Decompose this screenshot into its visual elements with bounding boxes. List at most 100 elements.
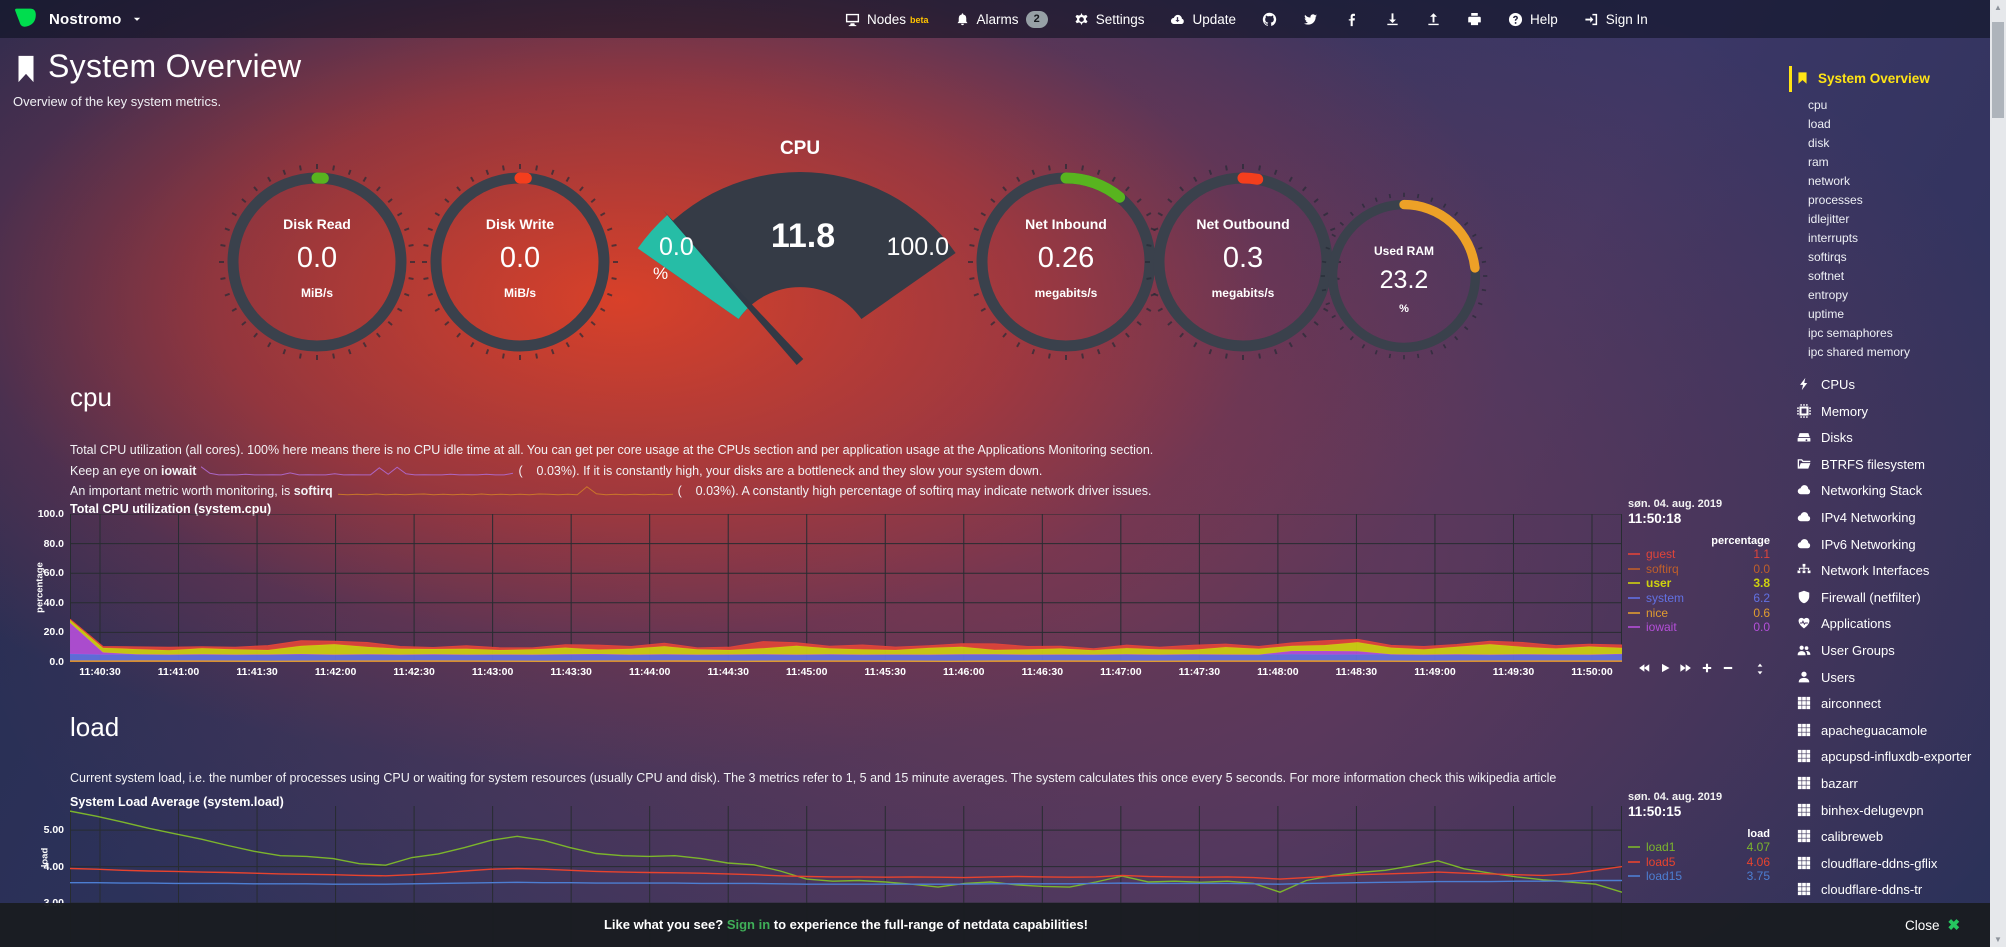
sidebar-sub-item-entropy[interactable]: entropy (1808, 288, 1849, 302)
sidebar-item-ipv4-networking[interactable]: IPv4 Networking (1797, 510, 1979, 525)
legend-value: 1.1 (1753, 547, 1770, 562)
gauge-disk-write[interactable]: Disk Write 0.0 MiB/s (420, 162, 620, 362)
sidebar-item-calibreweb[interactable]: calibreweb (1797, 829, 1979, 844)
sidebar-item-disks[interactable]: Disks (1797, 430, 1979, 445)
legend-dash (1628, 860, 1640, 863)
legend-item-load15[interactable]: load15 3.75 (1628, 869, 1770, 884)
sidebar-item-binhex-delugevpn[interactable]: binhex-delugevpn (1797, 803, 1979, 818)
sidebar-item-airconnect[interactable]: airconnect (1797, 696, 1979, 711)
sidebar-sub-item-interrupts[interactable]: interrupts (1808, 231, 1859, 245)
sidebar-sub-item-softnet[interactable]: softnet (1808, 269, 1845, 283)
legend-item-user[interactable]: user 3.8 (1628, 576, 1770, 591)
legend-name: user (1646, 576, 1672, 591)
sidebar-sub-item-processes[interactable]: processes (1808, 193, 1863, 207)
sidebar-sub-item-uptime[interactable]: uptime (1808, 307, 1845, 321)
sidebar-sub-item-ipc-semaphores[interactable]: ipc semaphores (1808, 326, 1893, 340)
sidebar-item-btrfs-filesystem[interactable]: BTRFS filesystem (1797, 457, 1979, 472)
close-banner-button[interactable]: Close ✖ (1905, 917, 1961, 934)
nav-help[interactable]: Help (1508, 12, 1558, 27)
sidebar-sub-item-disk[interactable]: disk (1808, 136, 1830, 150)
legend-dash (1628, 553, 1640, 556)
print-icon (1467, 12, 1482, 27)
legend-item-nice[interactable]: nice 0.6 (1628, 605, 1770, 620)
sidebar-item-applications[interactable]: Applications (1797, 616, 1979, 631)
cpu-chart-canvas[interactable] (70, 514, 1622, 662)
gauge-value: 0.26 (1037, 242, 1095, 274)
resize-handle[interactable] (1754, 663, 1766, 675)
gauge-title: CPU (779, 138, 821, 159)
sidebar-item-label: bazarr (1821, 775, 1858, 791)
legend-item-load1[interactable]: load1 4.07 (1628, 840, 1770, 855)
sidebar-item-cloudflare-ddns-gflix[interactable]: cloudflare-ddns-gflix (1797, 856, 1979, 871)
sidebar-item-apacheguacamole[interactable]: apacheguacamole (1797, 723, 1979, 738)
nav-twitter[interactable] (1303, 12, 1318, 27)
bookmark-icon (14, 54, 38, 84)
sidebar-sub-item-cpu[interactable]: cpu (1808, 98, 1828, 112)
nav-settings[interactable]: Settings (1074, 12, 1144, 27)
pan-back-button[interactable] (1638, 662, 1650, 674)
sidebar-item-ipv6-networking[interactable]: IPv6 Networking (1797, 537, 1979, 552)
sidebar-item-memory[interactable]: Memory (1797, 403, 1979, 419)
sidebar-item-network-interfaces[interactable]: Network Interfaces (1797, 563, 1979, 578)
page-scrollbar[interactable]: ▲ ▼ (1990, 0, 2006, 947)
gauge-title: Net Outbound (1196, 216, 1290, 232)
gauge-net-outbound[interactable]: Net Outbound 0.3 megabits/s (1143, 162, 1343, 362)
nav-signin[interactable]: Sign In (1584, 12, 1648, 27)
nav-nodes[interactable]: Nodes beta (845, 12, 929, 27)
scroll-down-arrow[interactable]: ▼ (1994, 935, 2002, 944)
sidebar-item-label: User Groups (1821, 642, 1895, 658)
play-button[interactable] (1659, 662, 1671, 674)
nav-upload[interactable] (1426, 12, 1441, 27)
legend-item-iowait[interactable]: iowait 0.0 (1628, 620, 1770, 635)
sidebar-item-apcupsd-influxdb-exporter[interactable]: apcupsd-influxdb-exporter (1797, 749, 1979, 764)
x-axis-label: 11:43:30 (550, 666, 592, 678)
sidebar-item-label: Users (1821, 669, 1855, 685)
sidebar-item-networking-stack[interactable]: Networking Stack (1797, 483, 1979, 498)
zoom-in-button[interactable] (1701, 662, 1713, 674)
sidebar-item-user-groups[interactable]: User Groups (1797, 643, 1979, 658)
nav-print[interactable] (1467, 12, 1482, 27)
gauge-cpu[interactable]: CPU 11.8 0.0% 100.0 (637, 138, 956, 365)
x-axis-label: 11:42:30 (393, 666, 435, 678)
sidebar-sub-item-ipc-shared-memory[interactable]: ipc shared memory (1808, 345, 1911, 359)
legend-name: system (1646, 591, 1685, 606)
sidebar-item-cpus[interactable]: CPUs (1797, 377, 1979, 392)
node-selector[interactable]: Nostromo (12, 6, 142, 32)
twitter-icon (1303, 12, 1318, 27)
x-axis-label: 11:46:00 (943, 666, 985, 678)
pan-forward-button[interactable] (1680, 662, 1692, 674)
sidebar-item-users[interactable]: Users (1797, 670, 1979, 685)
gauge-disk-read[interactable]: Disk Read 0.0 MiB/s (217, 162, 417, 362)
nav-facebook[interactable] (1344, 12, 1359, 27)
x-axis-label: 11:44:00 (628, 666, 671, 678)
sidebar-item-cloudflare-ddns-tr[interactable]: cloudflare-ddns-tr (1797, 882, 1979, 897)
gauge-net-inbound[interactable]: Net Inbound 0.26 megabits/s (966, 162, 1166, 362)
cpu-chart-title: Total CPU utilization (system.cpu) (70, 502, 272, 516)
sidebar-sub-item-ram[interactable]: ram (1808, 155, 1829, 169)
x-axis-label: 11:47:00 (1100, 666, 1142, 678)
y-axis-label: 100.0 (37, 508, 64, 520)
nav-update[interactable]: Update (1170, 12, 1236, 27)
legend-item-softirq[interactable]: softirq 0.0 (1628, 562, 1770, 577)
sidebar-item-system-overview[interactable]: System Overview (1789, 66, 1930, 92)
scroll-up-arrow[interactable]: ▲ (1994, 3, 2002, 12)
wikipedia-link[interactable]: this wikipedia article (1445, 771, 1557, 785)
sidebar-sub-item-idlejitter[interactable]: idlejitter (1808, 212, 1850, 226)
zoom-out-button[interactable] (1722, 662, 1734, 674)
legend-item-system[interactable]: system 6.2 (1628, 591, 1770, 606)
bell-icon (955, 12, 970, 27)
sidebar-sub-item-load[interactable]: load (1808, 117, 1831, 131)
sidebar-sub-item-network[interactable]: network (1808, 174, 1851, 188)
gauge-used-ram[interactable]: Used RAM 23.2% (1319, 191, 1489, 361)
nav-alarms[interactable]: Alarms 2 (955, 10, 1048, 28)
legend-item-guest[interactable]: guest 1.1 (1628, 547, 1770, 562)
sidebar-sub-item-softirqs[interactable]: softirqs (1808, 250, 1847, 264)
sidebar-item-bazarr[interactable]: bazarr (1797, 776, 1979, 791)
sign-in-link[interactable]: Sign in (726, 917, 771, 932)
nav-github[interactable] (1262, 12, 1277, 27)
scrollbar-thumb[interactable] (1992, 22, 2004, 118)
nav-download[interactable] (1385, 12, 1400, 27)
legend-item-load5[interactable]: load5 4.06 (1628, 855, 1770, 870)
sidebar-item-firewall-netfilter-[interactable]: Firewall (netfilter) (1797, 590, 1979, 605)
cpu-chart-ylabel: percentage (34, 562, 46, 613)
